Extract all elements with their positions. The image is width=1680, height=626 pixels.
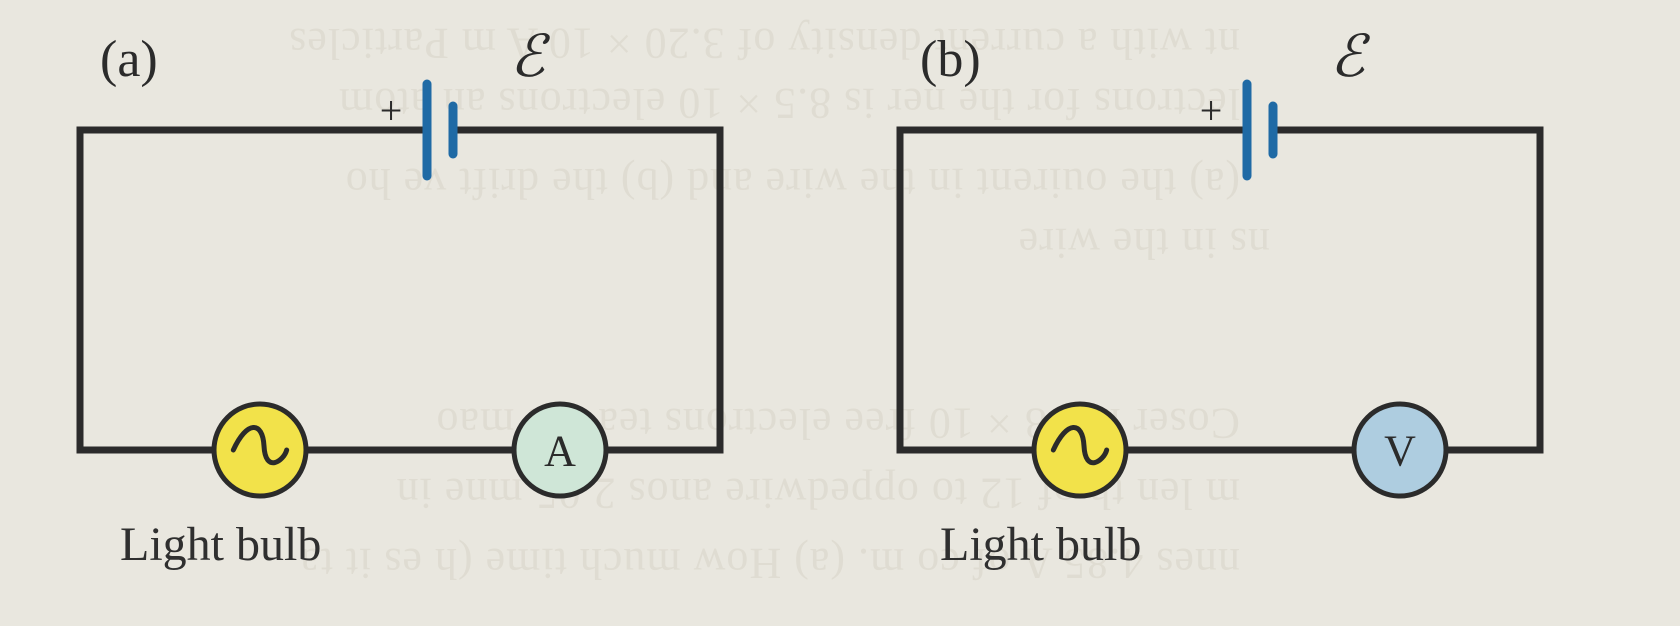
meter-letter: V: [1384, 426, 1416, 475]
emf-symbol: ℰ: [1330, 24, 1371, 89]
light-bulb-icon: [214, 404, 306, 496]
light-bulb-icon: [1034, 404, 1126, 496]
battery-plus-label: +: [380, 88, 403, 133]
background-ghost-text: (a) the ouirent in the wire and (b) the …: [345, 159, 1240, 208]
background-ghost-text: ns in the wire: [1018, 219, 1270, 268]
light-bulb-label: Light bulb: [940, 518, 1141, 571]
light-bulb-label: Light bulb: [120, 518, 321, 571]
meter-letter: A: [544, 426, 576, 475]
battery-plus-label: +: [1200, 88, 1223, 133]
background-ghost-text: nt with a current density of 3.20 × 10 A…: [288, 19, 1240, 68]
background-ghost-text: lectrons for the ner is 8.5 × 10 electro…: [338, 79, 1240, 128]
panel-label: (b): [920, 31, 981, 88]
emf-symbol: ℰ: [510, 24, 551, 89]
panel-label: (a): [100, 31, 158, 88]
